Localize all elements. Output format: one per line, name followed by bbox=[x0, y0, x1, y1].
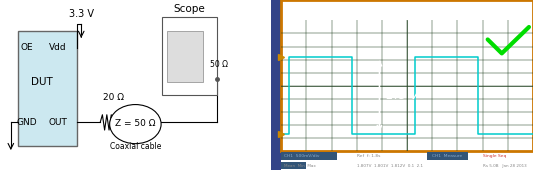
Text: OUT: OUT bbox=[49, 118, 68, 127]
Text: 50 Ω: 50 Ω bbox=[210, 60, 228, 69]
Text: Single Seq: Single Seq bbox=[483, 154, 506, 158]
Text: Coaxial cable: Coaxial cable bbox=[110, 142, 161, 151]
Text: OE: OE bbox=[21, 43, 34, 52]
Text: 20 Ω: 20 Ω bbox=[103, 93, 124, 102]
Text: 1.8 V: 1.8 V bbox=[386, 89, 418, 102]
Text: CH1  500mV/div: CH1 500mV/div bbox=[284, 154, 319, 158]
Text: 1.807V  1.801V  1.812V  0.1  2.1: 1.807V 1.801V 1.812V 0.1 2.1 bbox=[357, 164, 423, 167]
Bar bbox=[427, 152, 467, 160]
Text: GND: GND bbox=[17, 118, 37, 127]
Text: Mean  Min  Max: Mean Min Max bbox=[284, 164, 316, 167]
Text: Z = 50 Ω: Z = 50 Ω bbox=[115, 119, 156, 128]
Text: CH1  Measure: CH1 Measure bbox=[432, 154, 463, 158]
Bar bbox=[281, 162, 306, 169]
FancyBboxPatch shape bbox=[163, 17, 216, 95]
Text: Rs 5.0B   Jan 28 2013: Rs 5.0B Jan 28 2013 bbox=[483, 164, 527, 167]
FancyBboxPatch shape bbox=[166, 31, 203, 82]
Bar bbox=[281, 152, 337, 160]
Text: DUT: DUT bbox=[31, 77, 53, 87]
Text: Vdd: Vdd bbox=[50, 43, 67, 52]
Bar bbox=[281, 0, 533, 151]
Text: Ref  f: 1.8s: Ref f: 1.8s bbox=[357, 154, 380, 158]
Bar bbox=[271, 0, 281, 170]
Ellipse shape bbox=[110, 105, 161, 144]
Text: 3.3 V: 3.3 V bbox=[69, 10, 94, 19]
Text: Scope: Scope bbox=[174, 4, 205, 14]
FancyBboxPatch shape bbox=[18, 31, 77, 146]
